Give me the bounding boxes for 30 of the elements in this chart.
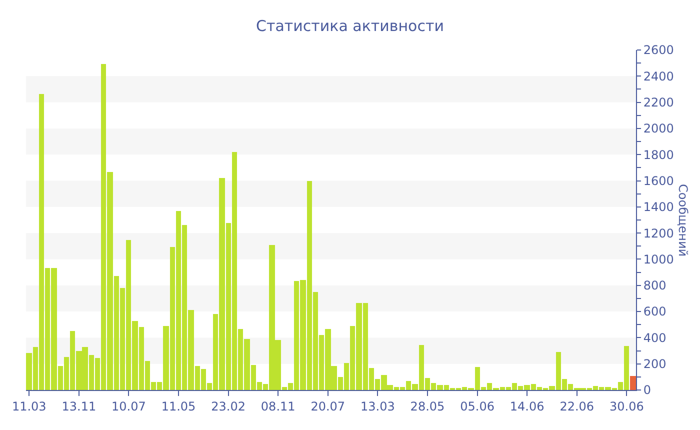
y-tick-label: 600 [643, 304, 666, 319]
y-tick-label: 1200 [643, 226, 674, 240]
y-tick-label: 1000 [643, 252, 674, 266]
x-tick-label: 05.06 [460, 399, 494, 414]
bar [630, 376, 636, 390]
chart-title: Статистика активности [256, 17, 444, 36]
x-tick-label: 11.05 [161, 399, 196, 414]
y-tick-label: 800 [643, 278, 666, 293]
y-tick-label: 400 [643, 330, 666, 345]
y-tick-label: 1400 [643, 200, 674, 214]
x-tick-label: 13.11 [62, 399, 96, 414]
y-tick-label: 1800 [643, 148, 674, 162]
x-tick-label: 30.06 [609, 399, 644, 414]
x-tick-label: 20.07 [310, 399, 346, 414]
x-tick-label: 10.07 [112, 399, 146, 414]
x-tick-label: 28.05 [410, 399, 445, 414]
x-tick-label: 13.03 [360, 399, 395, 414]
x-tick-label: 14.06 [510, 399, 544, 414]
y-tick-label: 2200 [643, 96, 674, 110]
x-tick-label: 23.02 [211, 399, 246, 414]
x-tick-label: 08.11 [260, 399, 296, 414]
x-tick-label: 22.06 [560, 399, 594, 414]
y-tick-label: 0 [643, 383, 652, 398]
y-tick-label: 1600 [643, 174, 674, 188]
y-tick-label: 2000 [643, 122, 674, 136]
y-axis-title: Сообщений [676, 184, 690, 257]
y-tick-label: 2400 [643, 69, 674, 84]
y-tick-label: 2600 [643, 43, 674, 58]
y-tick-label: 200 [643, 357, 666, 372]
x-tick-label: 11.03 [12, 399, 46, 414]
